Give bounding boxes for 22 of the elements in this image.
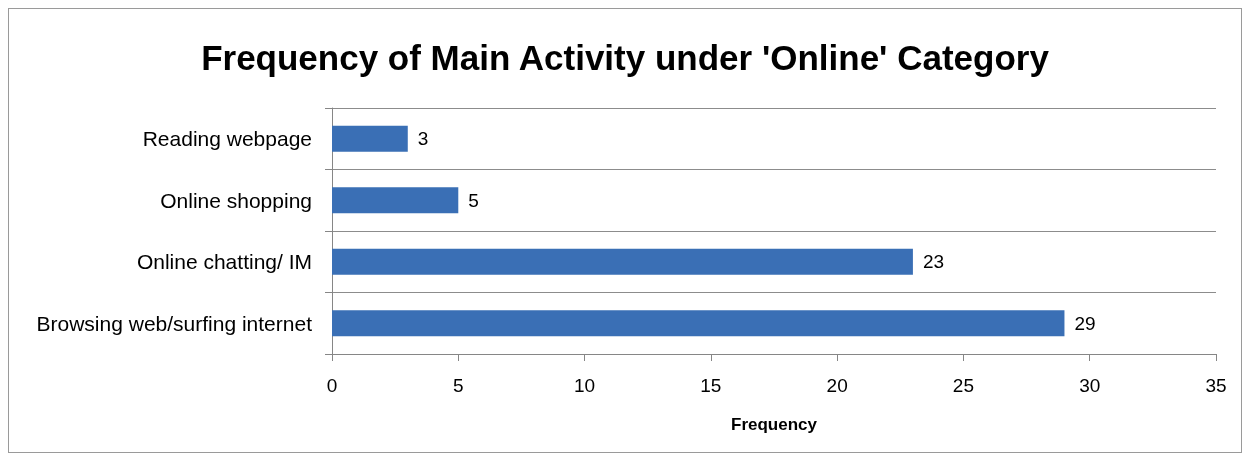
bar	[332, 310, 1065, 337]
y-tick-label: Online shopping	[160, 188, 312, 212]
bar	[332, 125, 408, 152]
y-tick-label: Reading webpage	[142, 127, 312, 151]
x-tick-label: 25	[952, 375, 974, 396]
y-tick-label: Online chatting/ IM	[136, 250, 312, 274]
x-tick-label: 10	[574, 375, 596, 396]
x-axis-title: Frequency	[731, 415, 818, 434]
x-tick-label: 0	[326, 375, 338, 396]
data-label: 5	[468, 189, 479, 211]
x-tick-label: 35	[1205, 375, 1227, 396]
bar	[332, 248, 913, 275]
data-label: 23	[922, 251, 945, 273]
bar	[332, 187, 459, 214]
y-tick-label: Browsing web/surfing internet	[36, 311, 313, 335]
chart-title: Frequency of Main Activity under 'Online' Category	[201, 38, 1050, 77]
x-tick-label: 30	[1079, 375, 1101, 396]
x-tick-label: 20	[826, 375, 848, 396]
x-tick-label: 5	[453, 375, 464, 396]
data-label: 29	[1074, 312, 1096, 334]
x-tick-label: 15	[700, 375, 722, 396]
data-label: 3	[417, 128, 429, 150]
